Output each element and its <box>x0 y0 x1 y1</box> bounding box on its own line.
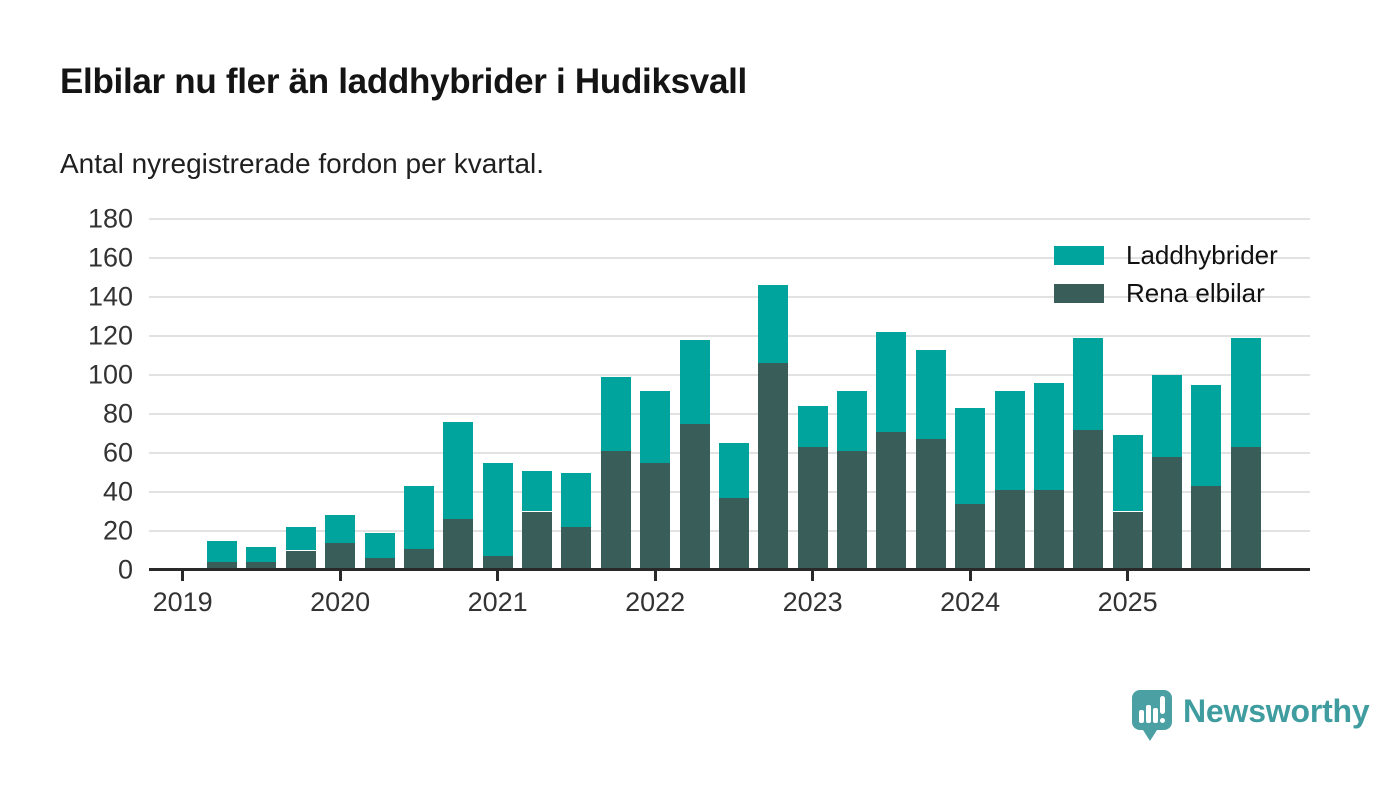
chart-subtitle: Antal nyregistrerade fordon per kvartal. <box>60 148 545 179</box>
bar-rena-elbilar-2024-Q2 <box>994 490 1025 570</box>
bar-laddhybrider-2022-Q4 <box>758 285 789 364</box>
y-axis-tick-label: 140 <box>87 281 133 312</box>
y-axis-tick-label: 100 <box>87 359 133 390</box>
plot-area: Laddhybrider Rena elbilar 0 20 40 60 80 100 120… <box>88 204 1310 617</box>
bar-rena-elbilar-2022-Q1 <box>640 462 671 570</box>
x-axis-tick-label: 2022 <box>625 587 686 617</box>
x-axis-tick-label: 2021 <box>467 587 528 617</box>
x-axis-tick-label: 2020 <box>310 587 371 617</box>
y-axis-tick-label: 160 <box>87 242 133 273</box>
bar-rena-elbilar-2021-Q3 <box>561 527 592 570</box>
bar-rena-elbilar-2023-Q1 <box>797 447 828 570</box>
bar-rena-elbilar-2021-Q1 <box>482 556 513 570</box>
x-axis-tick-label: 2019 <box>152 587 213 617</box>
bar-rena-elbilar-2021-Q2 <box>522 511 552 570</box>
bar-laddhybrider-2019-Q2 <box>207 540 237 563</box>
bar-laddhybrider-2019-Q3 <box>246 546 277 563</box>
x-axis-tick-2023 <box>811 571 815 581</box>
legend-label: Rena elbilar <box>1126 277 1265 308</box>
x-axis-tick-label: 2024 <box>940 587 1001 617</box>
bar-laddhybrider-2022-Q2 <box>679 339 710 424</box>
y-axis-tick-label: 120 <box>87 320 133 351</box>
bar-laddhybrider-2024-Q2 <box>994 390 1025 491</box>
bar-laddhybrider-2023-Q4 <box>915 349 946 440</box>
x-axis-tick-2022 <box>653 571 657 581</box>
brand-footer: Newsworthy <box>1130 688 1370 745</box>
bar-rena-elbilar-2025-Q3 <box>1191 486 1222 570</box>
gridline-100 <box>149 374 1310 376</box>
legend-item-rena-elbilar: Rena elbilar <box>1054 277 1278 308</box>
bar-laddhybrider-2025-Q3 <box>1191 384 1222 487</box>
brand-name: Newsworthy <box>1183 693 1370 729</box>
gridline-160 <box>149 257 1310 259</box>
chart-legend: Laddhybrider Rena elbilar <box>1054 239 1278 308</box>
x-axis-tick-label: 2023 <box>782 587 843 617</box>
legend-label: Laddhybrider <box>1126 239 1278 270</box>
gridline-140 <box>149 296 1310 298</box>
bar-laddhybrider-2021-Q1 <box>482 462 513 557</box>
y-axis-tick-label: 40 <box>102 476 133 507</box>
bar-rena-elbilar-2019-Q3 <box>246 562 277 570</box>
bar-rena-elbilar-2024-Q4 <box>1073 429 1104 570</box>
bar-laddhybrider-2025-Q4 <box>1230 337 1261 448</box>
x-axis-tick-2020 <box>338 571 342 581</box>
bar-laddhybrider-2020-Q1 <box>325 515 356 543</box>
bar-laddhybrider-2020-Q2 <box>364 532 395 559</box>
bar-laddhybrider-2023-Q3 <box>876 332 907 432</box>
gridline-120 <box>149 335 1310 337</box>
bar-laddhybrider-2021-Q3 <box>561 472 592 528</box>
bar-rena-elbilar-2021-Q4 <box>600 451 631 570</box>
bar-laddhybrider-2020-Q3 <box>403 486 434 549</box>
x-axis-tick-2019 <box>181 571 185 581</box>
bar-rena-elbilar-2020-Q3 <box>403 548 434 570</box>
bar-laddhybrider-2020-Q4 <box>443 421 474 520</box>
bar-laddhybrider-2024-Q3 <box>1033 382 1064 491</box>
bar-rena-elbilar-2024-Q3 <box>1033 490 1064 570</box>
y-axis-tick-label: 0 <box>117 554 133 585</box>
bar-rena-elbilar-2022-Q2 <box>679 423 710 570</box>
bar-laddhybrider-2025-Q1 <box>1112 435 1143 512</box>
bar-rena-elbilar-2023-Q2 <box>837 451 867 570</box>
chart-title: Elbilar nu fler än laddhybrider i Hudiks… <box>60 62 747 101</box>
gridline-80 <box>149 413 1310 415</box>
bar-rena-elbilar-2020-Q4 <box>443 519 474 570</box>
y-axis-tick-label: 20 <box>102 515 133 546</box>
bar-laddhybrider-2025-Q2 <box>1152 375 1182 457</box>
x-axis-line <box>149 568 1310 571</box>
bar-laddhybrider-2024-Q1 <box>955 408 986 504</box>
bar-rena-elbilar-2025-Q4 <box>1230 447 1261 570</box>
bar-rena-elbilar-2022-Q4 <box>758 363 789 570</box>
bar-rena-elbilar-2020-Q2 <box>364 558 395 570</box>
bar-laddhybrider-2021-Q4 <box>600 376 631 452</box>
legend-item-laddhybrider: Laddhybrider <box>1054 239 1278 270</box>
x-axis-tick-2021 <box>496 571 500 581</box>
x-axis-tick-2025 <box>1126 571 1130 581</box>
bar-laddhybrider-2021-Q2 <box>522 470 552 512</box>
legend-swatch <box>1054 245 1104 265</box>
bar-laddhybrider-2019-Q4 <box>285 527 316 551</box>
bar-rena-elbilar-2023-Q3 <box>876 431 907 570</box>
y-axis-tick-label: 60 <box>102 437 133 468</box>
bar-laddhybrider-2022-Q3 <box>718 443 749 498</box>
bar-laddhybrider-2023-Q2 <box>837 390 867 452</box>
bar-rena-elbilar-2023-Q4 <box>915 439 946 570</box>
bar-rena-elbilar-2025-Q1 <box>1112 511 1143 570</box>
x-axis-tick-label: 2025 <box>1097 587 1158 617</box>
bar-laddhybrider-2022-Q1 <box>640 390 671 463</box>
bar-rena-elbilar-2020-Q1 <box>325 542 356 570</box>
newsworthy-logo-icon <box>1132 690 1172 741</box>
bar-rena-elbilar-2025-Q2 <box>1152 456 1182 570</box>
bar-rena-elbilar-2019-Q4 <box>285 550 316 570</box>
bar-rena-elbilar-2022-Q3 <box>718 497 749 570</box>
bar-laddhybrider-2023-Q1 <box>797 406 828 448</box>
legend-swatch <box>1054 283 1104 303</box>
bar-laddhybrider-2024-Q4 <box>1073 337 1104 430</box>
gridline-180 <box>149 218 1310 220</box>
x-axis-tick-2024 <box>968 571 972 581</box>
y-axis-tick-label: 80 <box>102 398 133 429</box>
bar-rena-elbilar-2019-Q2 <box>207 562 237 570</box>
y-axis-tick-label: 180 <box>87 203 133 234</box>
bar-rena-elbilar-2024-Q1 <box>955 503 986 570</box>
